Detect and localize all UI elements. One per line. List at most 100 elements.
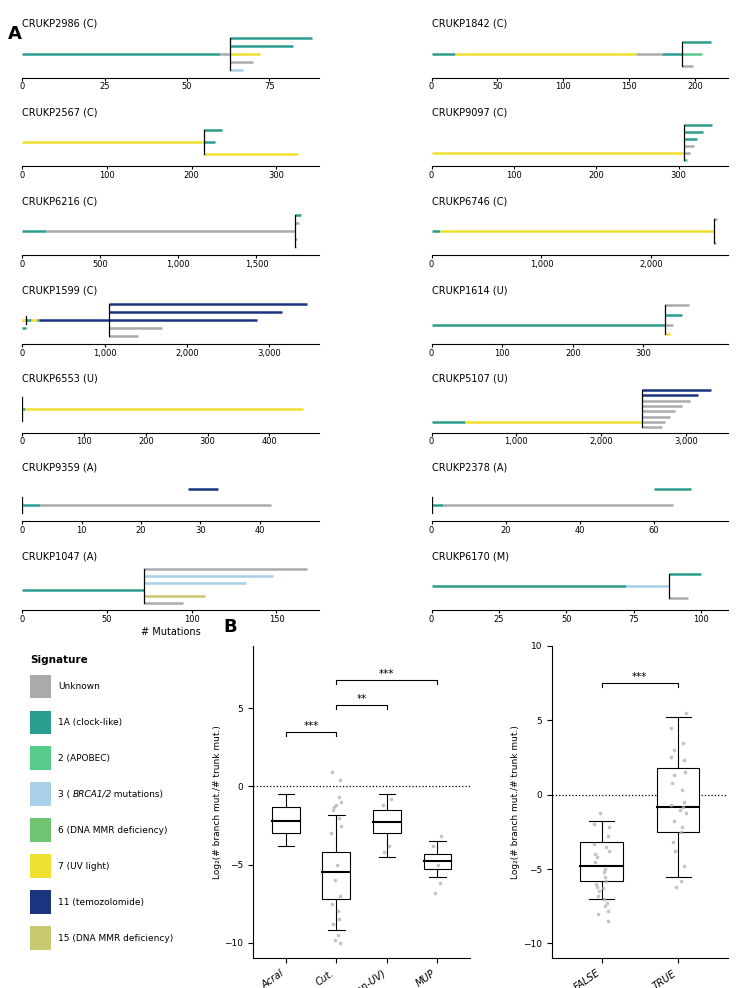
Point	[665, 797, 677, 813]
Y-axis label: Log₂(# branch mut./# trunk mut.): Log₂(# branch mut./# trunk mut.)	[212, 725, 221, 879]
Y-axis label: Log₂(# branch mut./# trunk mut.): Log₂(# branch mut./# trunk mut.)	[511, 725, 520, 879]
Point	[333, 789, 345, 805]
Point	[603, 844, 615, 860]
Text: CRUKP2567 (C): CRUKP2567 (C)	[22, 108, 98, 118]
Text: CRUKP1614 (U): CRUKP1614 (U)	[432, 286, 507, 295]
Bar	[30, 926, 51, 949]
X-axis label: # Mutations: # Mutations	[140, 626, 201, 636]
Text: mutations): mutations)	[112, 789, 163, 798]
Bar	[424, 854, 451, 869]
Point	[334, 935, 346, 950]
Point	[429, 885, 441, 901]
Text: CRUKP1599 (C): CRUKP1599 (C)	[22, 286, 97, 295]
Point	[332, 927, 344, 943]
Point	[667, 834, 679, 850]
Point	[594, 883, 606, 899]
Point	[679, 765, 691, 781]
Text: CRUKP5107 (U): CRUKP5107 (U)	[432, 373, 507, 384]
Point	[383, 838, 395, 854]
Point	[676, 782, 688, 798]
Text: CRUKP2986 (C): CRUKP2986 (C)	[22, 19, 97, 29]
Point	[598, 891, 610, 907]
Point	[159, 846, 171, 862]
Bar	[30, 710, 51, 734]
Point	[594, 804, 606, 820]
Bar	[30, 818, 51, 842]
Point	[601, 895, 613, 911]
Point	[435, 829, 447, 845]
Bar	[30, 675, 51, 699]
Point	[336, 818, 348, 834]
Point	[163, 791, 175, 807]
Text: BRCA1/2: BRCA1/2	[73, 789, 112, 798]
Point	[174, 794, 186, 810]
Text: Unknown: Unknown	[58, 682, 100, 691]
Point	[377, 797, 389, 813]
Point	[675, 824, 687, 840]
Text: A: A	[7, 25, 22, 42]
Point	[676, 819, 688, 835]
Point	[591, 850, 603, 865]
Point	[591, 906, 603, 922]
Point	[668, 813, 680, 829]
Point	[328, 802, 340, 818]
Point	[588, 847, 600, 863]
Point	[328, 799, 340, 815]
Bar	[30, 855, 51, 878]
Point	[333, 911, 345, 927]
Bar	[322, 852, 350, 899]
Point	[336, 794, 348, 810]
Point	[331, 857, 343, 872]
Point	[334, 810, 345, 826]
Text: CRUKP1842 (C): CRUKP1842 (C)	[432, 19, 507, 29]
Text: CRUKP1047 (A): CRUKP1047 (A)	[22, 551, 97, 561]
Point	[670, 879, 682, 895]
Point	[678, 859, 690, 874]
Point	[329, 932, 341, 947]
Point	[599, 868, 611, 884]
Point	[589, 854, 601, 869]
Point	[680, 804, 692, 820]
Point	[326, 765, 338, 781]
Point	[385, 791, 397, 807]
Point	[427, 838, 439, 854]
Point	[334, 773, 346, 788]
Point	[434, 875, 446, 891]
Text: 11 (temozolomide): 11 (temozolomide)	[58, 898, 144, 907]
Point	[432, 857, 444, 872]
Text: B: B	[224, 618, 237, 636]
Bar	[30, 747, 51, 771]
Point	[600, 898, 611, 914]
Point	[329, 872, 341, 888]
Text: CRUKP9097 (C): CRUKP9097 (C)	[432, 108, 507, 118]
Text: 6 (DNA MMR deficiency): 6 (DNA MMR deficiency)	[58, 826, 168, 835]
Point	[600, 862, 611, 877]
Point	[592, 888, 604, 904]
Point	[334, 888, 346, 904]
Point	[678, 753, 690, 769]
Text: CRUKP9359 (A): CRUKP9359 (A)	[22, 462, 97, 472]
Point	[669, 768, 681, 783]
Text: 3 (: 3 (	[58, 789, 71, 798]
Point	[680, 704, 692, 720]
Text: 7 (UV light): 7 (UV light)	[58, 862, 110, 870]
Bar	[657, 768, 699, 832]
Point	[666, 775, 678, 790]
Point	[675, 873, 687, 889]
Text: CRUKP2378 (A): CRUKP2378 (A)	[432, 462, 507, 472]
Point	[603, 903, 614, 919]
Point	[331, 797, 343, 813]
Point	[332, 904, 344, 920]
Text: CRUKP6746 (C): CRUKP6746 (C)	[432, 197, 507, 206]
Bar	[30, 782, 51, 806]
Text: Signature: Signature	[30, 655, 88, 665]
Text: CRUKP6553 (U): CRUKP6553 (U)	[22, 373, 98, 384]
Point	[378, 844, 390, 860]
Point	[325, 825, 337, 841]
Bar	[272, 807, 299, 833]
Text: CRUKP6216 (C): CRUKP6216 (C)	[22, 197, 97, 206]
Point	[588, 816, 600, 832]
Point	[179, 840, 191, 856]
Point	[602, 828, 614, 844]
Point	[590, 876, 602, 892]
